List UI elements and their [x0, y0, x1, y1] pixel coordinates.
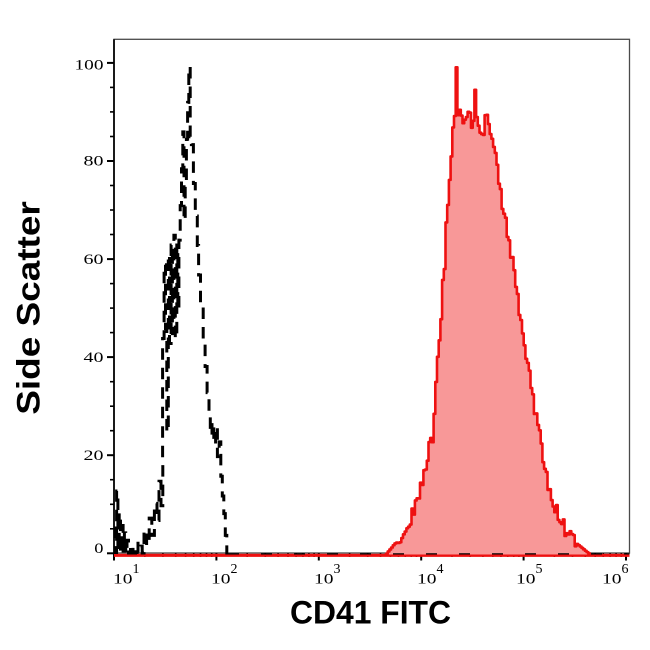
svg-text:CD41 FITC: CD41 FITC [290, 595, 451, 631]
svg-text:Side Scatter: Side Scatter [11, 201, 47, 415]
svg-text:106: 106 [602, 562, 629, 588]
svg-text:101: 101 [113, 562, 140, 588]
svg-text:104: 104 [417, 562, 444, 588]
svg-text:60: 60 [84, 252, 104, 268]
svg-text:20: 20 [84, 448, 104, 464]
svg-text:105: 105 [516, 562, 543, 588]
svg-text:100: 100 [75, 58, 104, 74]
svg-text:102: 102 [211, 562, 238, 588]
svg-text:103: 103 [314, 562, 341, 588]
svg-text:80: 80 [84, 154, 104, 170]
svg-text:0: 0 [94, 541, 103, 557]
svg-text:40: 40 [84, 350, 104, 366]
